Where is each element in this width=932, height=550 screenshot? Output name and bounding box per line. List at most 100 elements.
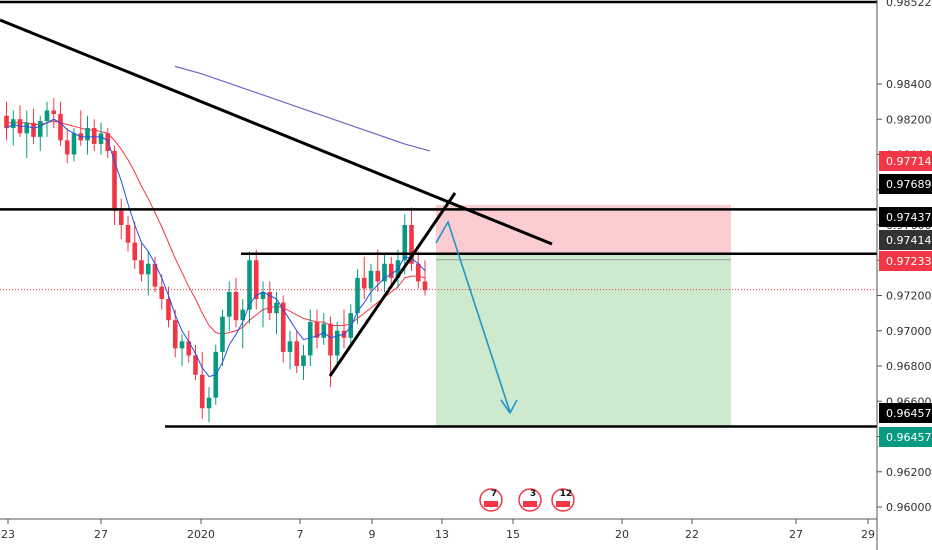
candle-body xyxy=(361,277,367,289)
x-tick-label: 7 xyxy=(297,528,304,541)
candle xyxy=(166,286,171,328)
candles-layer xyxy=(4,98,428,423)
plot-background xyxy=(0,0,877,550)
candle-body xyxy=(118,210,124,225)
descending-trendline xyxy=(0,18,553,246)
candle xyxy=(118,198,124,240)
candle-body xyxy=(91,128,97,144)
event-count: 12 xyxy=(560,489,573,499)
candle xyxy=(388,256,394,289)
candle xyxy=(152,256,158,292)
economic-event-marker[interactable]: 3 xyxy=(518,488,542,512)
candle-body xyxy=(267,291,273,314)
candle xyxy=(51,98,57,129)
candle-body xyxy=(31,122,36,137)
price-tag-bg xyxy=(879,230,932,250)
time-axis[interactable]: 23 27 2020 7 9 13 15 20 22 27 29 xyxy=(1,519,875,541)
candle xyxy=(409,207,414,271)
candle xyxy=(260,281,266,328)
candle xyxy=(186,330,192,363)
candle-body xyxy=(166,299,171,321)
x-tick-label: 27 xyxy=(94,528,108,541)
candle xyxy=(159,274,165,310)
candle-body xyxy=(233,291,239,321)
candle xyxy=(125,216,131,252)
candle-body xyxy=(186,341,192,356)
candle xyxy=(37,115,43,151)
candle xyxy=(355,269,360,324)
price-tag-bg xyxy=(879,403,932,423)
candle xyxy=(220,309,225,366)
candle xyxy=(321,313,327,345)
candle-body xyxy=(409,225,414,264)
y-tick-label: 0.96200 xyxy=(886,466,932,479)
candle-body xyxy=(355,277,360,314)
event-count: 3 xyxy=(530,489,536,499)
candle xyxy=(267,281,273,321)
candle-body xyxy=(247,260,252,310)
price-tag-label: 0.97437 xyxy=(886,211,932,224)
candle-body xyxy=(4,115,9,129)
candle xyxy=(240,299,246,349)
flag-stripe xyxy=(484,501,498,507)
candle-body xyxy=(321,323,327,338)
x-tick-label: 23 xyxy=(1,528,15,541)
candle-body xyxy=(328,323,333,356)
x-tick-label: 15 xyxy=(506,528,520,541)
price-tag-bg xyxy=(879,251,932,271)
candle-body xyxy=(294,341,300,366)
price-tag-bg xyxy=(879,151,932,171)
price-tag: 0.97414 xyxy=(879,230,932,250)
projection-arrow xyxy=(435,220,511,413)
y-tick-label: 0.96800 xyxy=(886,360,932,373)
candle-body xyxy=(253,260,259,300)
candle xyxy=(280,295,286,363)
candle-body xyxy=(37,121,43,137)
x-tick-label: 13 xyxy=(435,528,449,541)
candle xyxy=(415,251,421,289)
short-position-zones xyxy=(436,204,731,427)
candle-body xyxy=(375,270,381,282)
price-tag-bg xyxy=(879,427,932,447)
candle xyxy=(112,145,117,225)
price-tag-bg xyxy=(879,174,932,194)
candle xyxy=(10,110,16,146)
candle-body xyxy=(368,270,374,289)
price-tag-bg xyxy=(879,207,932,227)
event-markers[interactable]: 7 3 12 xyxy=(479,488,575,512)
candle-body xyxy=(307,321,313,356)
price-tag-label: 0.97414 xyxy=(886,234,932,247)
x-tick-label: 20 xyxy=(615,528,629,541)
trendline-drawings xyxy=(0,0,877,428)
candle-body xyxy=(193,355,198,375)
x-tick-label: 27 xyxy=(789,528,803,541)
price-tag: 0.97714 xyxy=(879,151,932,171)
ma-fast-path xyxy=(6,118,426,378)
candle-body xyxy=(199,374,205,409)
candle xyxy=(98,122,104,155)
candle xyxy=(132,221,138,270)
x-tick-label: 2020 xyxy=(187,528,215,541)
candle-body xyxy=(132,242,138,261)
economic-event-marker[interactable]: 12 xyxy=(551,488,575,512)
ma-slow-path xyxy=(6,120,426,335)
price-tag: 0.96457 xyxy=(879,403,932,423)
candle-body xyxy=(139,260,144,275)
y-tick-label: 0.97200 xyxy=(886,290,932,303)
candle-body xyxy=(125,225,131,243)
candle xyxy=(253,249,259,310)
candle xyxy=(301,344,306,381)
candle-body xyxy=(71,133,77,155)
candle xyxy=(233,277,239,328)
y-tick-label: 0.98400 xyxy=(886,78,932,91)
candle-body xyxy=(105,133,111,151)
economic-event-marker[interactable]: 7 xyxy=(479,488,503,512)
candle-body xyxy=(64,140,70,155)
candle-body xyxy=(179,341,185,349)
candle xyxy=(31,108,36,144)
price-tag: 0.96457 xyxy=(879,427,932,447)
take-profit-zone xyxy=(436,253,731,427)
candle-body xyxy=(348,313,354,338)
candle-body xyxy=(402,225,408,261)
